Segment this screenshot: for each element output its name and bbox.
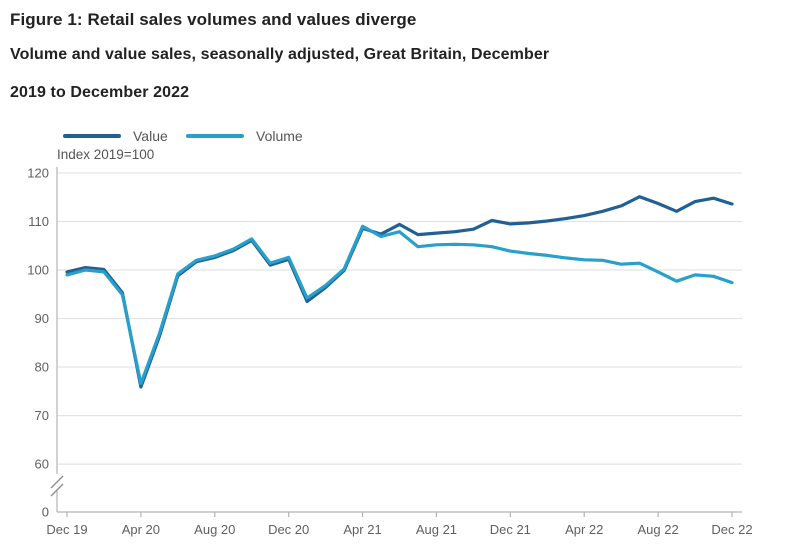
legend-item-value: Value [63,128,168,144]
y-axis-tick-label: 120 [27,165,49,180]
y-axis-tick-label: 100 [27,263,49,278]
x-axis-tick-label: Dec 21 [490,522,531,537]
volume-series-swatch-icon [186,134,244,138]
y-axis-unit-label: Index 2019=100 [57,147,155,162]
y-axis-tick-label: 70 [35,408,49,423]
y-axis-tick-label: 90 [35,311,49,326]
y-axis-tick-label: 60 [35,457,49,472]
x-axis-tick-label: Apr 21 [343,522,381,537]
legend-label-volume: Volume [256,128,303,144]
x-axis-tick-label: Aug 20 [194,522,235,537]
axis-break-icon [50,483,64,497]
figure-subtitle-line2: 2019 to December 2022 [10,84,190,101]
y-axis-tick-label: 110 [28,214,49,229]
x-axis-tick-label: Aug 21 [416,522,457,537]
figure-subtitle-line1: Volume and value sales, seasonally adjus… [10,46,550,63]
figure-title: Figure 1: Retail sales volumes and value… [10,10,417,29]
x-axis-tick-label: Dec 22 [711,522,752,537]
x-axis-tick-label: Aug 22 [638,522,679,537]
x-axis-tick-label: Apr 22 [565,522,603,537]
legend-label-value: Value [133,128,168,144]
y-axis-tick-label: 0 [42,505,49,520]
x-axis-tick-label: Dec 20 [268,522,309,537]
y-axis-tick-label: 80 [35,360,49,375]
volume-series-line [65,224,734,386]
x-axis-tick-label: Dec 19 [46,522,87,537]
x-axis-tick-label: Apr 20 [122,522,160,537]
axis-break-icon [50,475,64,489]
value-series-line [65,195,734,389]
legend-item-volume: Volume [186,128,303,144]
value-series-swatch-icon [63,134,121,138]
